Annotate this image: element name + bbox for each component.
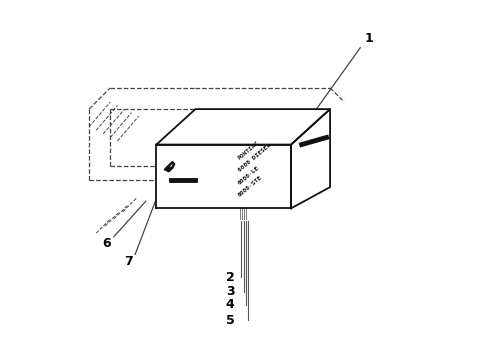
Polygon shape — [156, 145, 291, 208]
Text: 6000 DIESEL: 6000 DIESEL — [237, 143, 272, 173]
Text: 3: 3 — [226, 285, 234, 298]
Text: 2: 2 — [225, 271, 234, 284]
Polygon shape — [291, 109, 330, 208]
Text: 5: 5 — [225, 314, 234, 327]
Polygon shape — [156, 109, 330, 145]
Text: 4: 4 — [225, 298, 234, 311]
Text: 6000·LE: 6000·LE — [237, 165, 261, 185]
Text: 7: 7 — [123, 255, 132, 268]
Text: 6: 6 — [102, 237, 111, 250]
Text: 6000·STE: 6000·STE — [237, 175, 263, 198]
Text: PONTIAC: PONTIAC — [237, 140, 261, 161]
Text: 1: 1 — [365, 32, 373, 45]
